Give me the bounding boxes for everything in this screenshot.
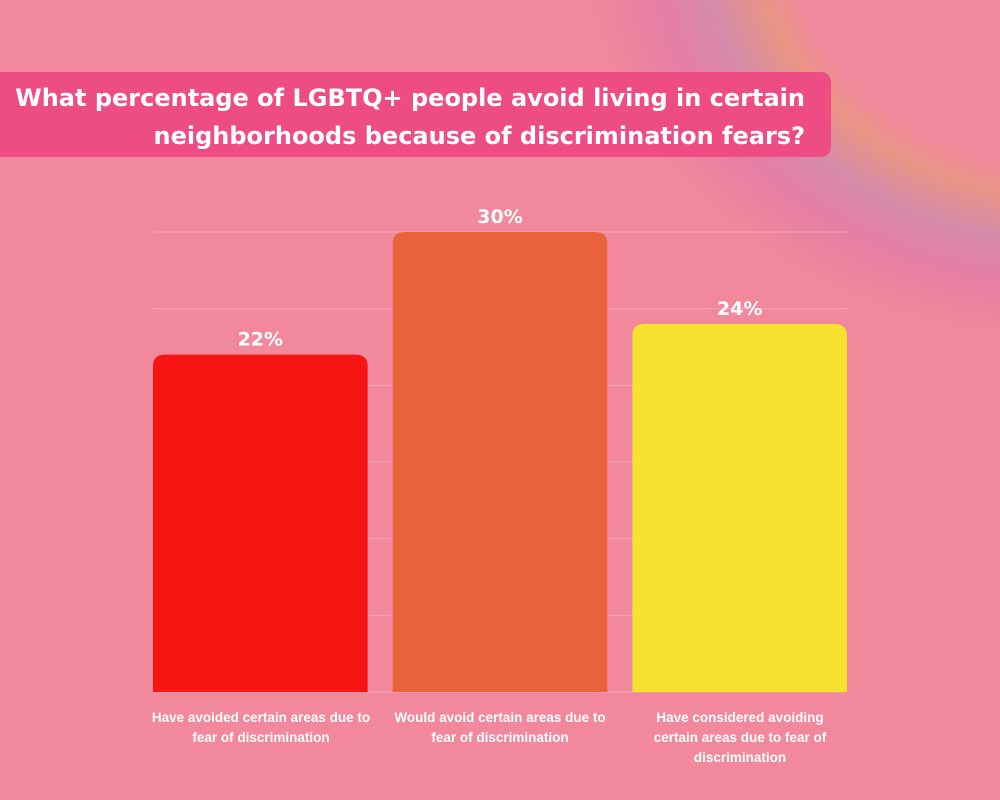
data-label: 30%: [477, 206, 522, 228]
data-label: 24%: [717, 298, 762, 320]
category-label-2: Would avoid certain areas due to fear of…: [394, 710, 606, 745]
bar: [392, 232, 608, 692]
category-label-3: Have considered avoiding certain areas d…: [653, 710, 827, 765]
chart-title: What percentage of LGBTQ+ people avoid l…: [0, 72, 831, 157]
data-label: 22%: [238, 329, 283, 351]
bar: [153, 354, 368, 692]
bar: [632, 324, 847, 692]
category-label-1: Have avoided certain areas due to fear o…: [151, 710, 371, 745]
